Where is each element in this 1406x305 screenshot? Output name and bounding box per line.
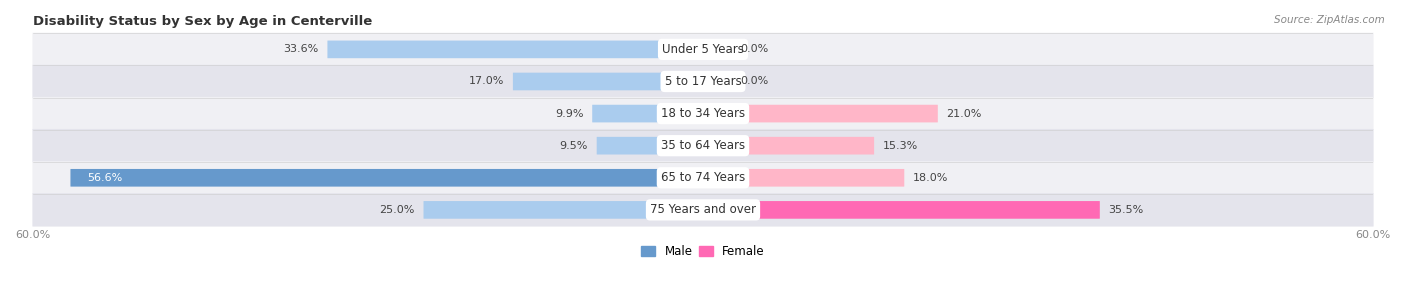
- Text: 75 Years and over: 75 Years and over: [650, 203, 756, 216]
- Legend: Male, Female: Male, Female: [637, 240, 769, 262]
- FancyBboxPatch shape: [423, 201, 703, 219]
- FancyBboxPatch shape: [703, 105, 938, 122]
- FancyBboxPatch shape: [703, 169, 904, 187]
- Text: Disability Status by Sex by Age in Centerville: Disability Status by Sex by Age in Cente…: [32, 15, 371, 28]
- FancyBboxPatch shape: [703, 137, 875, 155]
- Text: 0.0%: 0.0%: [740, 77, 768, 87]
- Text: 18.0%: 18.0%: [912, 173, 949, 183]
- Text: 17.0%: 17.0%: [468, 77, 505, 87]
- Text: Source: ZipAtlas.com: Source: ZipAtlas.com: [1274, 15, 1385, 25]
- FancyBboxPatch shape: [32, 97, 1374, 130]
- FancyBboxPatch shape: [703, 73, 731, 90]
- Text: 9.9%: 9.9%: [555, 109, 583, 119]
- Text: 5 to 17 Years: 5 to 17 Years: [665, 75, 741, 88]
- FancyBboxPatch shape: [32, 65, 1374, 98]
- Text: 18 to 34 Years: 18 to 34 Years: [661, 107, 745, 120]
- Text: 15.3%: 15.3%: [883, 141, 918, 151]
- FancyBboxPatch shape: [596, 137, 703, 155]
- FancyBboxPatch shape: [703, 41, 731, 58]
- FancyBboxPatch shape: [70, 169, 703, 187]
- Text: 0.0%: 0.0%: [740, 45, 768, 54]
- Text: 35 to 64 Years: 35 to 64 Years: [661, 139, 745, 152]
- FancyBboxPatch shape: [328, 41, 703, 58]
- FancyBboxPatch shape: [32, 193, 1374, 227]
- Text: 33.6%: 33.6%: [284, 45, 319, 54]
- FancyBboxPatch shape: [32, 129, 1374, 162]
- FancyBboxPatch shape: [513, 73, 703, 90]
- Text: Under 5 Years: Under 5 Years: [662, 43, 744, 56]
- Text: 25.0%: 25.0%: [380, 205, 415, 215]
- FancyBboxPatch shape: [592, 105, 703, 122]
- FancyBboxPatch shape: [32, 161, 1374, 195]
- FancyBboxPatch shape: [32, 33, 1374, 66]
- Text: 56.6%: 56.6%: [87, 173, 122, 183]
- Text: 35.5%: 35.5%: [1108, 205, 1144, 215]
- FancyBboxPatch shape: [703, 201, 1099, 219]
- Text: 65 to 74 Years: 65 to 74 Years: [661, 171, 745, 184]
- Text: 21.0%: 21.0%: [946, 109, 981, 119]
- Text: 9.5%: 9.5%: [560, 141, 588, 151]
